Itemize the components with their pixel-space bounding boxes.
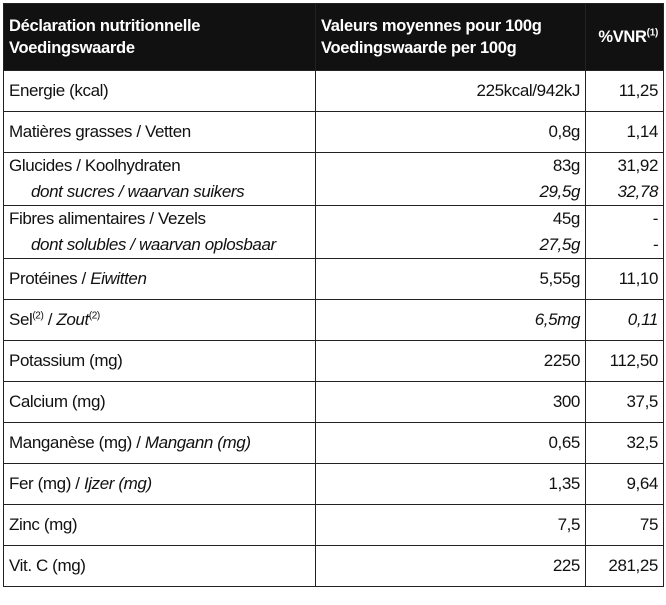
nutrition-table-container: Déclaration nutritionnelle Voedingswaard… — [3, 3, 664, 587]
nutrient-name-fr: Fer (mg) / — [9, 474, 84, 493]
nutrient-name: Potassium (mg) — [3, 340, 316, 382]
nutrient-name: Fer (mg) / Ijzer (mg) — [3, 463, 316, 505]
nutrient-name-nl: Zout — [56, 310, 89, 329]
nutrient-name: Calcium (mg) — [3, 381, 316, 423]
nutrient-value: 0,8g — [315, 111, 586, 153]
nutrient-name: Protéines / Eiwitten — [3, 258, 316, 300]
nutrient-sub-name: dont sucres / waarvan suikers — [31, 182, 245, 201]
nutrient-name: Matières grasses / Vetten — [3, 111, 316, 153]
nutrient-pct: 0,11 — [585, 299, 664, 341]
nutrient-name-fr: Protéines / — [9, 269, 91, 288]
table-row: Zinc (mg) 7,5 75 — [3, 504, 664, 546]
nutrient-value: 225kcal/942kJ — [315, 70, 586, 112]
nutrient-name: Manganèse (mg) / Mangann (mg) — [3, 422, 316, 464]
nutrient-main-value: 45g — [552, 209, 581, 228]
nutrient-value: 5,55g — [315, 258, 586, 300]
header-nutrient: Déclaration nutritionnelle Voedingswaard… — [3, 3, 316, 71]
nutrient-main-name: Fibres alimentaires / Vezels — [9, 209, 206, 228]
nutrient-name-nl: Ijzer (mg) — [83, 474, 152, 493]
nutrient-name: Fibres alimentaires / Vezels dont solubl… — [3, 205, 316, 259]
nutrient-main-name: Glucides / Koolhydraten — [9, 156, 181, 175]
header-row: Déclaration nutritionnelle Voedingswaard… — [3, 3, 664, 71]
nutrient-pct: 31,92 32,78 — [585, 152, 664, 206]
header-pct-label: %VNR — [598, 28, 647, 46]
nutrient-name: Energie (kcal) — [3, 70, 316, 112]
nutrient-pct: 1,14 — [585, 111, 664, 153]
table-row: Vit. C (mg) 225 281,25 — [3, 545, 664, 587]
nutrient-sub-name: dont solubles / waarvan oplosbaar — [31, 235, 276, 254]
nutrient-value: 300 — [315, 381, 586, 423]
nutrient-name: Zinc (mg) — [3, 504, 316, 546]
nutrient-pct: 9,64 — [585, 463, 664, 505]
footnote-marker: (2) — [32, 310, 44, 322]
table-row: Manganèse (mg) / Mangann (mg) 0,65 32,5 — [3, 422, 664, 464]
header-nutrient-fr: Déclaration nutritionnelle — [9, 17, 201, 35]
table-row: Calcium (mg) 300 37,5 — [3, 381, 664, 423]
table-row: Protéines / Eiwitten 5,55g 11,10 — [3, 258, 664, 300]
nutrient-value: 45g 27,5g — [315, 205, 586, 259]
nutrient-value: 7,5 — [315, 504, 586, 546]
table-row: Energie (kcal) 225kcal/942kJ 11,25 — [3, 70, 664, 112]
nutrient-pct: 281,25 — [585, 545, 664, 587]
nutrient-value: 2250 — [315, 340, 586, 382]
table-row: Fibres alimentaires / Vezels dont solubl… — [3, 205, 664, 259]
nutrient-value: 6,5mg — [315, 299, 586, 341]
table-row: Matières grasses / Vetten 0,8g 1,14 — [3, 111, 664, 153]
nutrient-name-fr: Sel — [9, 310, 33, 329]
nutrient-main-pct: 31,92 — [617, 156, 658, 175]
nutrient-value: 225 — [315, 545, 586, 587]
nutrient-name: Glucides / Koolhydraten dont sucres / wa… — [3, 152, 316, 206]
table-row: Glucides / Koolhydraten dont sucres / wa… — [3, 152, 664, 206]
nutrient-value: 1,35 — [315, 463, 586, 505]
name-separator: / — [43, 310, 57, 329]
header-values: Valeurs moyennes pour 100g Voedingswaard… — [315, 3, 586, 71]
nutrient-pct: - - — [585, 205, 664, 259]
nutrient-pct: 37,5 — [585, 381, 664, 423]
nutrient-pct: 112,50 — [585, 340, 664, 382]
nutrient-pct: 11,10 — [585, 258, 664, 300]
nutrient-pct: 75 — [585, 504, 664, 546]
nutrient-sub-value: 29,5g — [539, 182, 580, 201]
nutrient-pct: 11,25 — [585, 70, 664, 112]
nutrition-table: Déclaration nutritionnelle Voedingswaard… — [3, 3, 664, 587]
header-pct: %VNR(1) — [585, 3, 664, 71]
table-row: Potassium (mg) 2250 112,50 — [3, 340, 664, 382]
nutrient-pct: 32,5 — [585, 422, 664, 464]
header-pct-note: (1) — [646, 27, 659, 39]
header-nutrient-nl: Voedingswaarde — [9, 39, 135, 57]
nutrient-main-pct: - — [652, 209, 659, 228]
footnote-marker: (2) — [88, 310, 100, 322]
table-row: Fer (mg) / Ijzer (mg) 1,35 9,64 — [3, 463, 664, 505]
nutrient-name: Vit. C (mg) — [3, 545, 316, 587]
nutrient-sub-pct: - — [652, 235, 659, 254]
nutrient-sub-pct: 32,78 — [617, 182, 658, 201]
nutrient-name-nl: Eiwitten — [90, 269, 147, 288]
table-row: Sel(2) / Zout(2) 6,5mg 0,11 — [3, 299, 664, 341]
header-values-nl: Voedingswaarde per 100g — [321, 39, 517, 57]
nutrient-name-nl: Mangann (mg) — [144, 433, 251, 452]
header-values-fr: Valeurs moyennes pour 100g — [321, 17, 542, 35]
nutrient-main-value: 83g — [552, 156, 581, 175]
nutrient-value: 0,65 — [315, 422, 586, 464]
nutrient-value: 83g 29,5g — [315, 152, 586, 206]
nutrient-name-fr: Manganèse (mg) / — [9, 433, 145, 452]
nutrient-name: Sel(2) / Zout(2) — [3, 299, 316, 341]
nutrient-sub-value: 27,5g — [539, 235, 580, 254]
